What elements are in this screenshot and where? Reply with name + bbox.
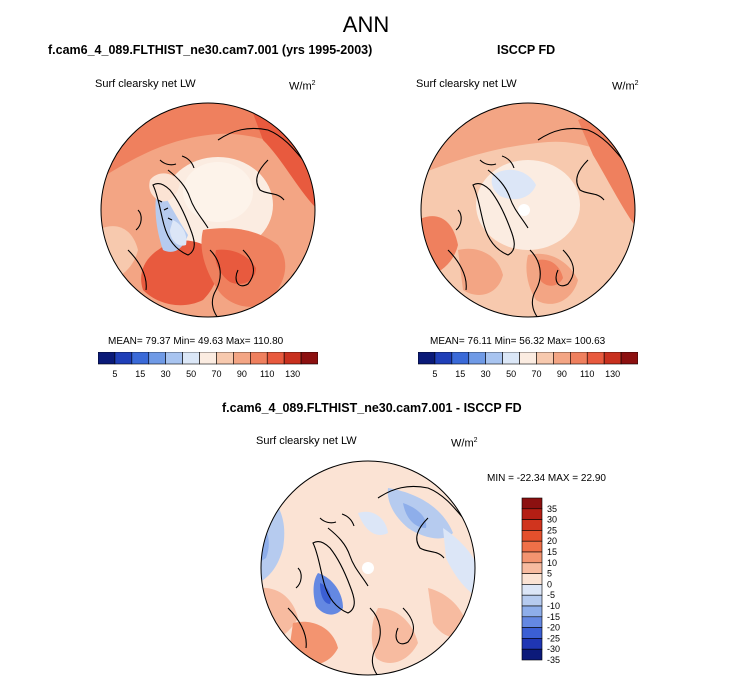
panel-3-stats: MIN = -22.34 MAX = 22.90 bbox=[487, 473, 606, 484]
colorbar-swatch bbox=[131, 352, 150, 365]
colorbar-swatch bbox=[521, 627, 543, 639]
colorbar-swatch bbox=[519, 352, 537, 365]
colorbar-tick-label: 25 bbox=[547, 525, 557, 535]
colorbar-swatch bbox=[586, 352, 605, 365]
colorbar-tick-label: 35 bbox=[547, 504, 557, 514]
colorbar-swatch bbox=[485, 352, 503, 365]
panel-3-polar-map bbox=[260, 460, 476, 676]
colorbar-tick-label: 90 bbox=[557, 369, 567, 379]
panel-3-title: f.cam6_4_089.FLTHIST_ne30.cam7.001 - ISC… bbox=[222, 401, 522, 415]
colorbar-swatch bbox=[521, 616, 543, 628]
page-title: ANN bbox=[342, 12, 390, 37]
colorbar-swatch bbox=[521, 648, 543, 661]
colorbar-swatch bbox=[266, 352, 285, 365]
colorbar-tick-label: -20 bbox=[547, 623, 560, 633]
colorbar-swatch bbox=[418, 352, 436, 365]
colorbar-tick-label: 5 bbox=[112, 369, 117, 379]
colorbar-swatch bbox=[521, 551, 543, 564]
colorbar-tick-label: 5 bbox=[547, 569, 552, 579]
colorbar-swatch bbox=[521, 638, 543, 650]
colorbar-swatch bbox=[521, 530, 543, 542]
colorbar-tick-label: 30 bbox=[547, 515, 557, 525]
colorbar-tick-label: 30 bbox=[481, 369, 491, 379]
panel-3-units: W/m2 bbox=[451, 437, 478, 450]
colorbar-tick-label: 15 bbox=[455, 369, 465, 379]
colorbar-tick-label: -30 bbox=[547, 644, 560, 654]
panel-1-units: W/m2 bbox=[289, 80, 316, 93]
colorbar-tick-label: 110 bbox=[260, 369, 274, 379]
colorbar-swatch bbox=[521, 573, 543, 585]
colorbar-swatch bbox=[98, 352, 116, 365]
colorbar-swatch bbox=[521, 497, 543, 510]
panel-1-polar-map bbox=[100, 102, 316, 318]
colorbar-swatch bbox=[603, 352, 622, 365]
panel-1-colorbar: 5 15 30 50 70 90 110 130 bbox=[98, 352, 318, 379]
colorbar-swatch bbox=[570, 352, 588, 365]
colorbar-tick-label: 15 bbox=[135, 369, 145, 379]
panel-2-units: W/m2 bbox=[612, 80, 639, 93]
colorbar-swatch bbox=[148, 352, 166, 365]
colorbar-tick-label: 90 bbox=[237, 369, 247, 379]
colorbar-swatch bbox=[300, 352, 318, 365]
panel-2-colorbar: 5 15 30 50 70 90 110 130 bbox=[418, 352, 638, 379]
colorbar-swatch bbox=[199, 352, 217, 365]
colorbar-tick-label: -5 bbox=[547, 590, 555, 600]
colorbar-swatch bbox=[165, 352, 183, 365]
colorbar-tick-label: -35 bbox=[547, 655, 560, 665]
colorbar-swatch bbox=[521, 540, 543, 553]
colorbar-tick-label: 50 bbox=[506, 369, 516, 379]
colorbar-swatch bbox=[620, 352, 638, 365]
colorbar-tick-label: 70 bbox=[211, 369, 221, 379]
colorbar-tick-label: 15 bbox=[547, 547, 557, 557]
colorbar-swatch bbox=[553, 352, 571, 365]
colorbar-swatch bbox=[468, 352, 486, 365]
colorbar-swatch bbox=[451, 352, 470, 365]
panel-2-stats: MEAN= 76.11 Min= 56.32 Max= 100.63 bbox=[430, 336, 606, 347]
colorbar-tick-label: 130 bbox=[605, 369, 620, 379]
colorbar-tick-label: 110 bbox=[580, 369, 594, 379]
panel-1-title: f.cam6_4_089.FLTHIST_ne30.cam7.001 (yrs … bbox=[48, 43, 373, 57]
colorbar-swatch bbox=[250, 352, 268, 365]
colorbar-swatch bbox=[283, 352, 302, 365]
colorbar-tick-label: 5 bbox=[432, 369, 437, 379]
panel-3-variable: Surf clearsky net LW bbox=[256, 435, 357, 447]
colorbar-swatch bbox=[521, 594, 543, 607]
colorbar-tick-label: 70 bbox=[531, 369, 541, 379]
colorbar-tick-label: -15 bbox=[547, 612, 560, 622]
colorbar-tick-label: 0 bbox=[547, 579, 552, 589]
colorbar-tick-label: 130 bbox=[285, 369, 300, 379]
colorbar-swatch bbox=[521, 605, 543, 618]
colorbar-swatch bbox=[216, 352, 234, 365]
colorbar-swatch bbox=[521, 562, 543, 574]
panel-2-variable: Surf clearsky net LW bbox=[416, 78, 517, 90]
colorbar-tick-label: 30 bbox=[161, 369, 171, 379]
panel-2-title: ISCCP FD bbox=[497, 43, 556, 57]
colorbar-tick-label: 50 bbox=[186, 369, 196, 379]
colorbar-swatch bbox=[434, 352, 453, 365]
colorbar-tick-label: 10 bbox=[547, 558, 557, 568]
colorbar-tick-label: -25 bbox=[547, 633, 560, 643]
panel-1-stats: MEAN= 79.37 Min= 49.63 Max= 110.80 bbox=[108, 336, 284, 347]
colorbar-swatch bbox=[233, 352, 251, 365]
panel-2-polar-map bbox=[420, 102, 636, 318]
colorbar-swatch bbox=[521, 508, 543, 520]
colorbar-swatch bbox=[114, 352, 133, 365]
colorbar-swatch bbox=[502, 352, 520, 365]
colorbar-swatch bbox=[536, 352, 554, 365]
colorbar-swatch bbox=[521, 584, 543, 596]
colorbar-swatch bbox=[182, 352, 200, 365]
colorbar-tick-label: 20 bbox=[547, 536, 557, 546]
colorbar-swatch bbox=[521, 519, 543, 531]
panel-1-variable: Surf clearsky net LW bbox=[95, 78, 196, 90]
colorbar-tick-label: -10 bbox=[547, 601, 560, 611]
